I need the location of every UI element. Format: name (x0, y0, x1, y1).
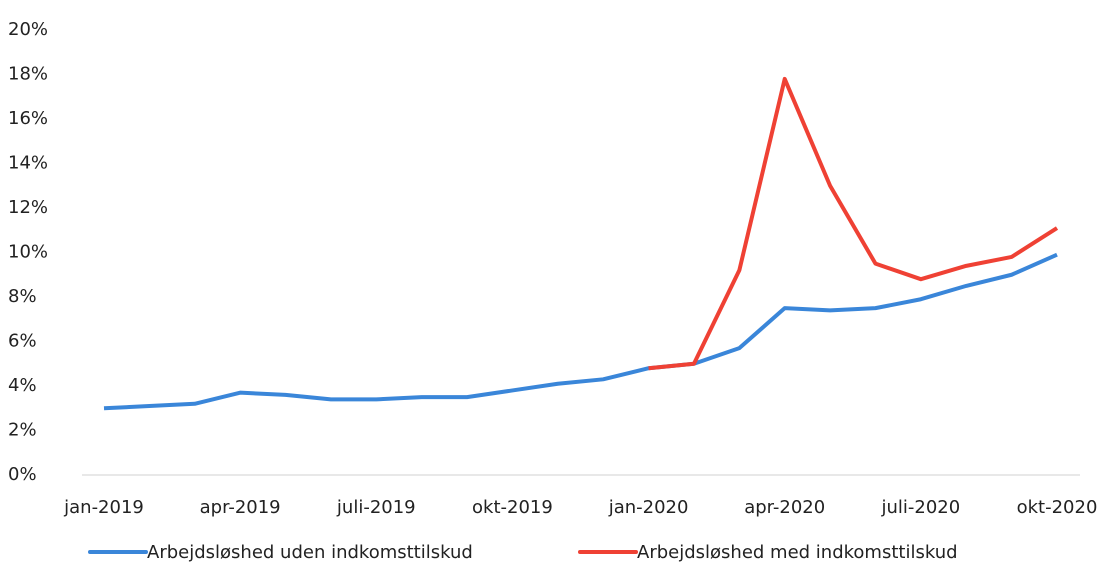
x-tick-label: juli-2020 (880, 497, 960, 518)
x-tick-label: jan-2020 (608, 497, 689, 518)
y-tick-label: 18% (8, 64, 48, 85)
legend-label: Arbejdsløshed med indkomsttilskud (637, 542, 958, 563)
x-tick-label: apr-2019 (200, 497, 281, 518)
x-tick-label: okt-2020 (1017, 497, 1098, 518)
y-tick-label: 0% (8, 464, 37, 485)
x-tick-label: okt-2019 (472, 497, 553, 518)
y-tick-label: 2% (8, 420, 37, 441)
y-tick-label: 14% (8, 153, 48, 174)
y-tick-label: 4% (8, 375, 37, 396)
y-tick-label: 10% (8, 242, 48, 263)
x-tick-label: apr-2020 (744, 497, 825, 518)
y-tick-label: 8% (8, 286, 37, 307)
y-tick-label: 16% (8, 108, 48, 129)
y-tick-label: 12% (8, 197, 48, 218)
x-tick-label: jan-2019 (63, 497, 144, 518)
y-tick-label: 6% (8, 331, 37, 352)
series-line (648, 76, 1059, 371)
legend-label: Arbejdsløshed uden indkomsttilskud (147, 542, 473, 563)
y-tick-label: 20% (8, 19, 48, 40)
series-line (103, 252, 1058, 411)
x-tick-label: juli-2019 (336, 497, 416, 518)
